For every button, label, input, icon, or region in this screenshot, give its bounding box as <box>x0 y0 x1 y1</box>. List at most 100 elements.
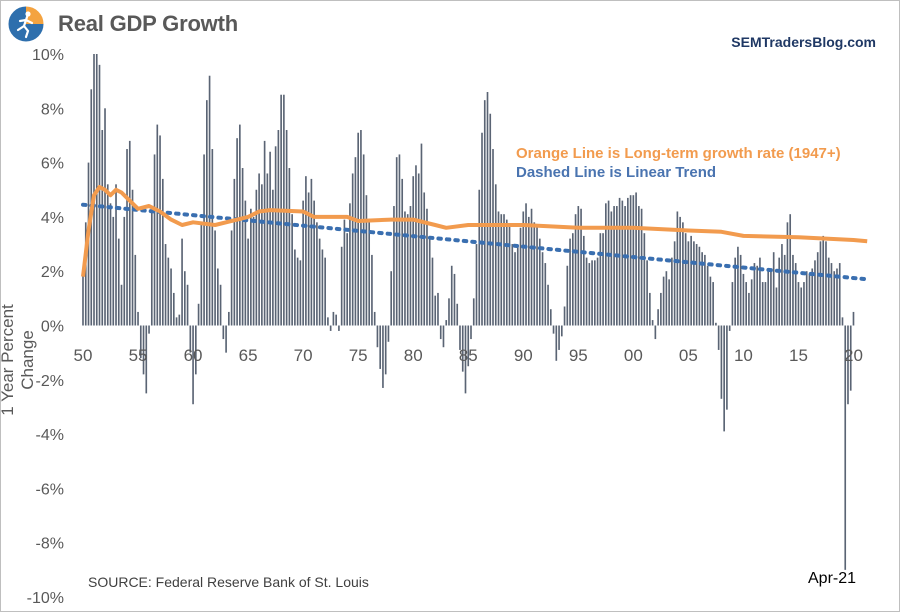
gdp-bar <box>566 265 569 326</box>
gdp-bar <box>737 246 739 326</box>
x-tick-label: 85 <box>459 346 478 365</box>
gdp-bar <box>657 309 659 326</box>
bar-series <box>82 54 855 570</box>
gdp-bar <box>84 222 87 326</box>
gdp-bar <box>434 295 437 326</box>
gdp-bar <box>189 325 192 353</box>
gdp-bar <box>200 222 203 326</box>
gdp-bar <box>305 176 307 326</box>
gdp-bar <box>646 260 648 326</box>
gdp-bar <box>252 216 255 326</box>
gdp-bar <box>228 311 230 326</box>
gdp-bar <box>660 292 662 326</box>
gdp-bar <box>365 195 368 326</box>
gdp-bar <box>274 146 277 326</box>
gdp-bar <box>836 268 838 326</box>
gdp-bar <box>373 311 376 326</box>
gdp-bar <box>712 282 714 326</box>
gdp-bar <box>610 211 613 326</box>
gdp-bar <box>318 238 321 326</box>
gdp-bar <box>792 254 794 326</box>
gdp-bar <box>530 208 533 326</box>
y-tick-label: 0% <box>41 319 64 336</box>
gdp-bar <box>393 206 395 326</box>
gdp-bar <box>142 325 145 375</box>
gdp-bar <box>682 222 684 326</box>
gdp-bar <box>825 241 827 326</box>
gdp-bar <box>811 268 814 326</box>
gdp-bar <box>244 200 247 326</box>
gdp-bar <box>195 325 197 375</box>
gdp-bar <box>838 263 841 326</box>
last-point-annotation: Apr-21 <box>808 570 857 587</box>
gdp-bar <box>522 211 525 326</box>
gdp-bar <box>679 216 681 326</box>
gdp-bar <box>313 200 315 326</box>
gdp-bar <box>360 130 362 326</box>
gdp-bar <box>671 257 673 326</box>
y-tick-label: 6% <box>41 156 64 173</box>
gdp-bar <box>558 325 560 350</box>
gdp-bar <box>472 298 475 326</box>
gdp-bar <box>569 238 571 326</box>
y-axis-ticks: 10% 8% 6% 4% 2% 0% -2% -4% -6% -8% -10% <box>27 47 64 607</box>
gdp-bar <box>101 130 104 326</box>
gdp-bar <box>351 173 354 326</box>
gdp-bar <box>357 132 359 326</box>
gdp-bar <box>789 214 792 326</box>
legend-dashed-line: Dashed Line is Linear Trend <box>516 164 717 181</box>
gdp-bar <box>98 64 101 326</box>
x-tick-label: 65 <box>239 346 258 365</box>
gdp-bar <box>651 320 654 326</box>
gdp-bar <box>371 254 373 326</box>
gdp-bar <box>533 222 536 326</box>
gdp-bar <box>272 189 274 326</box>
gdp-bar <box>607 200 610 326</box>
gdp-bar <box>423 192 426 326</box>
gdp-bar <box>803 282 805 326</box>
y-tick-label: 4% <box>41 210 64 227</box>
gdp-bar <box>332 311 335 326</box>
gdp-bar <box>445 320 448 326</box>
y-tick-label: 2% <box>41 264 64 281</box>
gdp-bar <box>739 254 742 326</box>
gdp-bar <box>632 195 635 326</box>
gdp-bar <box>159 135 161 326</box>
gdp-bar <box>420 143 423 326</box>
gdp-bar <box>120 284 123 326</box>
gdp-bar <box>549 309 552 326</box>
gdp-bar <box>450 265 453 326</box>
gdp-bar <box>208 75 211 326</box>
gdp-bar <box>263 140 266 326</box>
x-tick-label: 75 <box>349 346 368 365</box>
gdp-bar <box>582 235 585 326</box>
gdp-bar <box>764 282 767 326</box>
gdp-bar <box>494 184 497 326</box>
gdp-bar <box>731 282 734 326</box>
gdp-bar <box>613 206 615 326</box>
gdp-bar <box>750 279 753 326</box>
gdp-bar <box>428 238 431 326</box>
gdp-bar <box>783 254 786 326</box>
legend-orange-line: Orange Line is Long-term growth rate (19… <box>516 145 841 162</box>
gdp-bar <box>673 241 676 326</box>
gdp-bar <box>717 325 720 350</box>
gdp-bar <box>841 317 844 326</box>
gdp-bar <box>594 260 596 326</box>
gdp-bar <box>453 273 456 326</box>
gdp-bar <box>335 314 337 326</box>
gdp-bar <box>255 189 258 326</box>
gdp-bar <box>258 173 260 326</box>
gdp-bar <box>794 263 797 326</box>
gdp-bar <box>302 200 304 326</box>
gdp-bar <box>514 252 516 326</box>
gdp-bar <box>701 252 703 326</box>
gdp-bar <box>161 178 164 326</box>
gdp-bar <box>649 292 651 326</box>
gdp-bar <box>654 325 657 340</box>
gdp-bar <box>354 157 357 326</box>
gdp-bar <box>781 244 783 326</box>
gdp-bar <box>847 325 849 405</box>
gdp-bar <box>461 325 464 372</box>
